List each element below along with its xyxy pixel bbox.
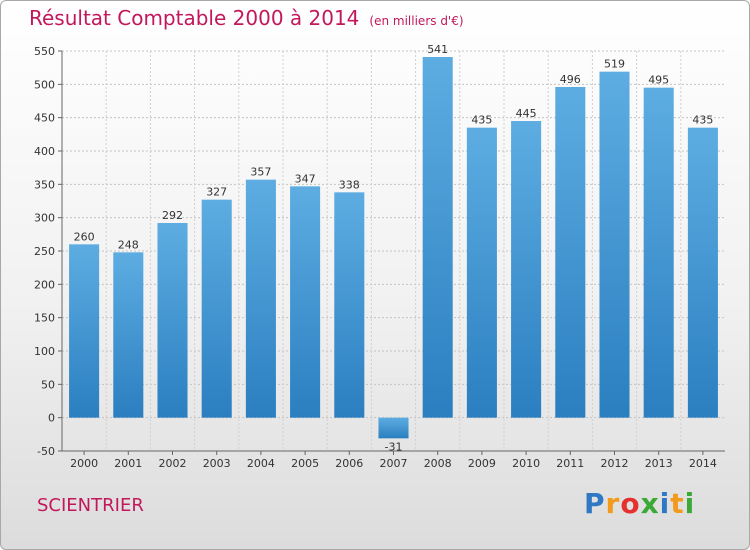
logo-letter: t	[670, 487, 685, 520]
x-tick-label: 2014	[689, 457, 717, 470]
data-label: 541	[427, 43, 448, 56]
chart-title: Résultat Comptable 2000 à 2014 (en millie…	[29, 6, 464, 30]
bar-2008	[422, 57, 453, 418]
bar-2000	[69, 244, 100, 418]
y-tick-label: 500	[34, 78, 55, 91]
bar-2013	[643, 87, 674, 418]
logo-letter: i	[659, 487, 671, 520]
x-tick-label: 2011	[556, 457, 584, 470]
bar-2003	[201, 199, 232, 418]
y-tick-label: 150	[34, 312, 55, 325]
bar-2012	[599, 71, 630, 418]
y-tick-label: 450	[34, 112, 55, 125]
data-label: 445	[516, 107, 537, 120]
data-label: 338	[339, 178, 360, 191]
logo-letter: i	[684, 487, 696, 520]
bar-2014	[687, 127, 718, 418]
y-tick-label: 350	[34, 178, 55, 191]
data-label: 495	[648, 74, 669, 87]
x-tick-label: 2002	[159, 457, 187, 470]
y-tick-label: 300	[34, 212, 55, 225]
data-label: -31	[385, 440, 403, 453]
y-tick-label: 400	[34, 145, 55, 158]
logo-letter: r	[605, 487, 621, 520]
y-tick-label: 550	[34, 45, 55, 58]
x-tick-label: 2013	[645, 457, 673, 470]
y-tick-label: 250	[34, 245, 55, 258]
x-tick-label: 2004	[247, 457, 275, 470]
data-label: 248	[118, 238, 139, 251]
x-tick-label: 2008	[424, 457, 452, 470]
y-tick-label: -50	[37, 445, 55, 458]
y-tick-label: 100	[34, 345, 55, 358]
axes: -50 0 50 100 150 200 250 300 350 400 450 500 550 2000…	[34, 45, 725, 470]
data-label: 357	[250, 166, 271, 179]
bar-2004	[245, 179, 276, 418]
data-label: 292	[162, 209, 183, 222]
data-label: 347	[295, 172, 316, 185]
logo-letter: o	[620, 487, 641, 520]
data-label: 519	[604, 58, 625, 71]
bars	[69, 57, 718, 439]
data-label: 327	[206, 186, 227, 199]
logo-letter: P	[584, 487, 606, 520]
bar-2006	[334, 192, 365, 418]
bar-2009	[466, 127, 497, 418]
x-tick-label: 2000	[70, 457, 98, 470]
title-main: Résultat Comptable 2000 à 2014	[29, 6, 360, 30]
x-tick-label: 2007	[380, 457, 408, 470]
bar-2001	[113, 252, 144, 418]
y-tick-label: 0	[48, 412, 55, 425]
x-tick-label: 2003	[203, 457, 231, 470]
bar-2007	[378, 417, 409, 439]
x-tick-label: 2010	[512, 457, 540, 470]
x-tick-label: 2006	[335, 457, 363, 470]
y-tick-label: 200	[34, 278, 55, 291]
data-label: 260	[74, 230, 95, 243]
x-tick-label: 2005	[291, 457, 319, 470]
data-label: 435	[692, 114, 713, 127]
x-tick-label: 2001	[114, 457, 142, 470]
data-label: 435	[471, 114, 492, 127]
x-tick-label: 2012	[601, 457, 629, 470]
bar-2011	[555, 87, 586, 418]
y-tick-label: 50	[41, 378, 55, 391]
bar-2002	[157, 223, 188, 418]
logo-letter: x	[640, 487, 660, 520]
title-unit: (en milliers d'€)	[369, 14, 464, 28]
bar-2005	[290, 186, 321, 418]
labels: 260 248 292 327 357 347 338 -31 541 435 445 496 519 4…	[74, 43, 714, 453]
x-tick-label: 2009	[468, 457, 496, 470]
commune-name: SCIENTRIER	[37, 495, 144, 516]
bar-2010	[511, 121, 542, 418]
proxiti-logo: Proxiti	[584, 487, 695, 520]
data-label: 496	[560, 73, 581, 86]
